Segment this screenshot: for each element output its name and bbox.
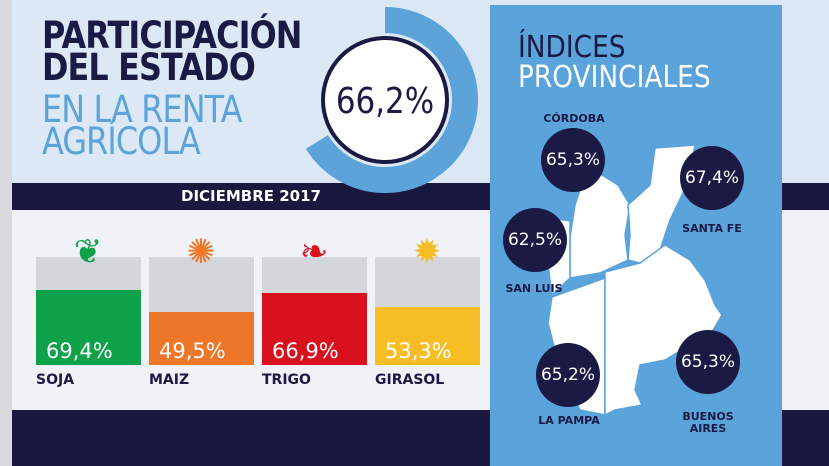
province-name: SAN LUIS bbox=[505, 282, 563, 295]
panel-title-line-2: PROVINCIALES bbox=[518, 60, 711, 95]
left-edge bbox=[0, 0, 12, 466]
province-name: CÓRDOBA bbox=[543, 112, 605, 125]
bar-value: 49,5% bbox=[159, 339, 226, 363]
bar-girasol: 53,3% bbox=[375, 257, 480, 365]
province-value-circle: 62,5% bbox=[503, 208, 567, 272]
donut-center bbox=[321, 36, 449, 164]
province-value-circle: 65,3% bbox=[676, 330, 740, 394]
bar-fill-girasol bbox=[375, 307, 480, 365]
title-line-4: AGRÍCOLA bbox=[42, 120, 201, 163]
donut-arc bbox=[305, 7, 478, 193]
corn-icon: ✺ bbox=[186, 232, 216, 272]
crop-label: TRIGO bbox=[262, 372, 311, 388]
crop-label: MAIZ bbox=[149, 372, 190, 388]
title-line-2: DEL ESTADO bbox=[42, 46, 256, 89]
province-value-circle: 65,3% bbox=[541, 128, 605, 192]
wheat-icon: ❧ bbox=[299, 232, 329, 272]
date-label: DICIEMBRE 2017 bbox=[181, 187, 321, 205]
total-donut: 66,2% bbox=[305, 7, 478, 193]
bar-fill-trigo bbox=[262, 292, 367, 365]
panel-title-line-1: ÍNDICES bbox=[518, 30, 626, 65]
province-value-circle: 65,2% bbox=[536, 343, 600, 407]
bar-soja: 69,4% bbox=[36, 257, 141, 365]
bar-value: 69,4% bbox=[46, 339, 113, 363]
province-name: BUENOS AIRES bbox=[682, 410, 734, 435]
province-value-circle: 67,4% bbox=[680, 146, 744, 210]
crop-label: GIRASOL bbox=[375, 372, 445, 388]
provincial-panel: ÍNDICES PROVINCIALES 65,3% CÓRDOBA 67,4% … bbox=[490, 5, 782, 466]
sunflower-icon: ✹ bbox=[412, 232, 442, 272]
title-line-1: PARTICIPACIÓN bbox=[42, 14, 302, 57]
crop-label: SOJA bbox=[36, 372, 75, 388]
bar-maiz: 49,5% bbox=[149, 257, 254, 365]
total-value: 66,2% bbox=[336, 80, 434, 122]
bar-fill-maiz bbox=[149, 311, 254, 365]
bar-value: 66,9% bbox=[272, 339, 339, 363]
province-name: SANTA FE bbox=[682, 222, 742, 235]
province-name: LA PAMPA bbox=[538, 414, 600, 427]
soybean-pod-icon: ❦ bbox=[73, 232, 103, 272]
bar-fill-soja bbox=[36, 290, 141, 365]
bar-value: 53,3% bbox=[385, 339, 452, 363]
title-line-3: EN LA RENTA bbox=[42, 88, 243, 131]
bar-trigo: 66,9% bbox=[262, 257, 367, 365]
map-cordoba bbox=[569, 168, 631, 279]
